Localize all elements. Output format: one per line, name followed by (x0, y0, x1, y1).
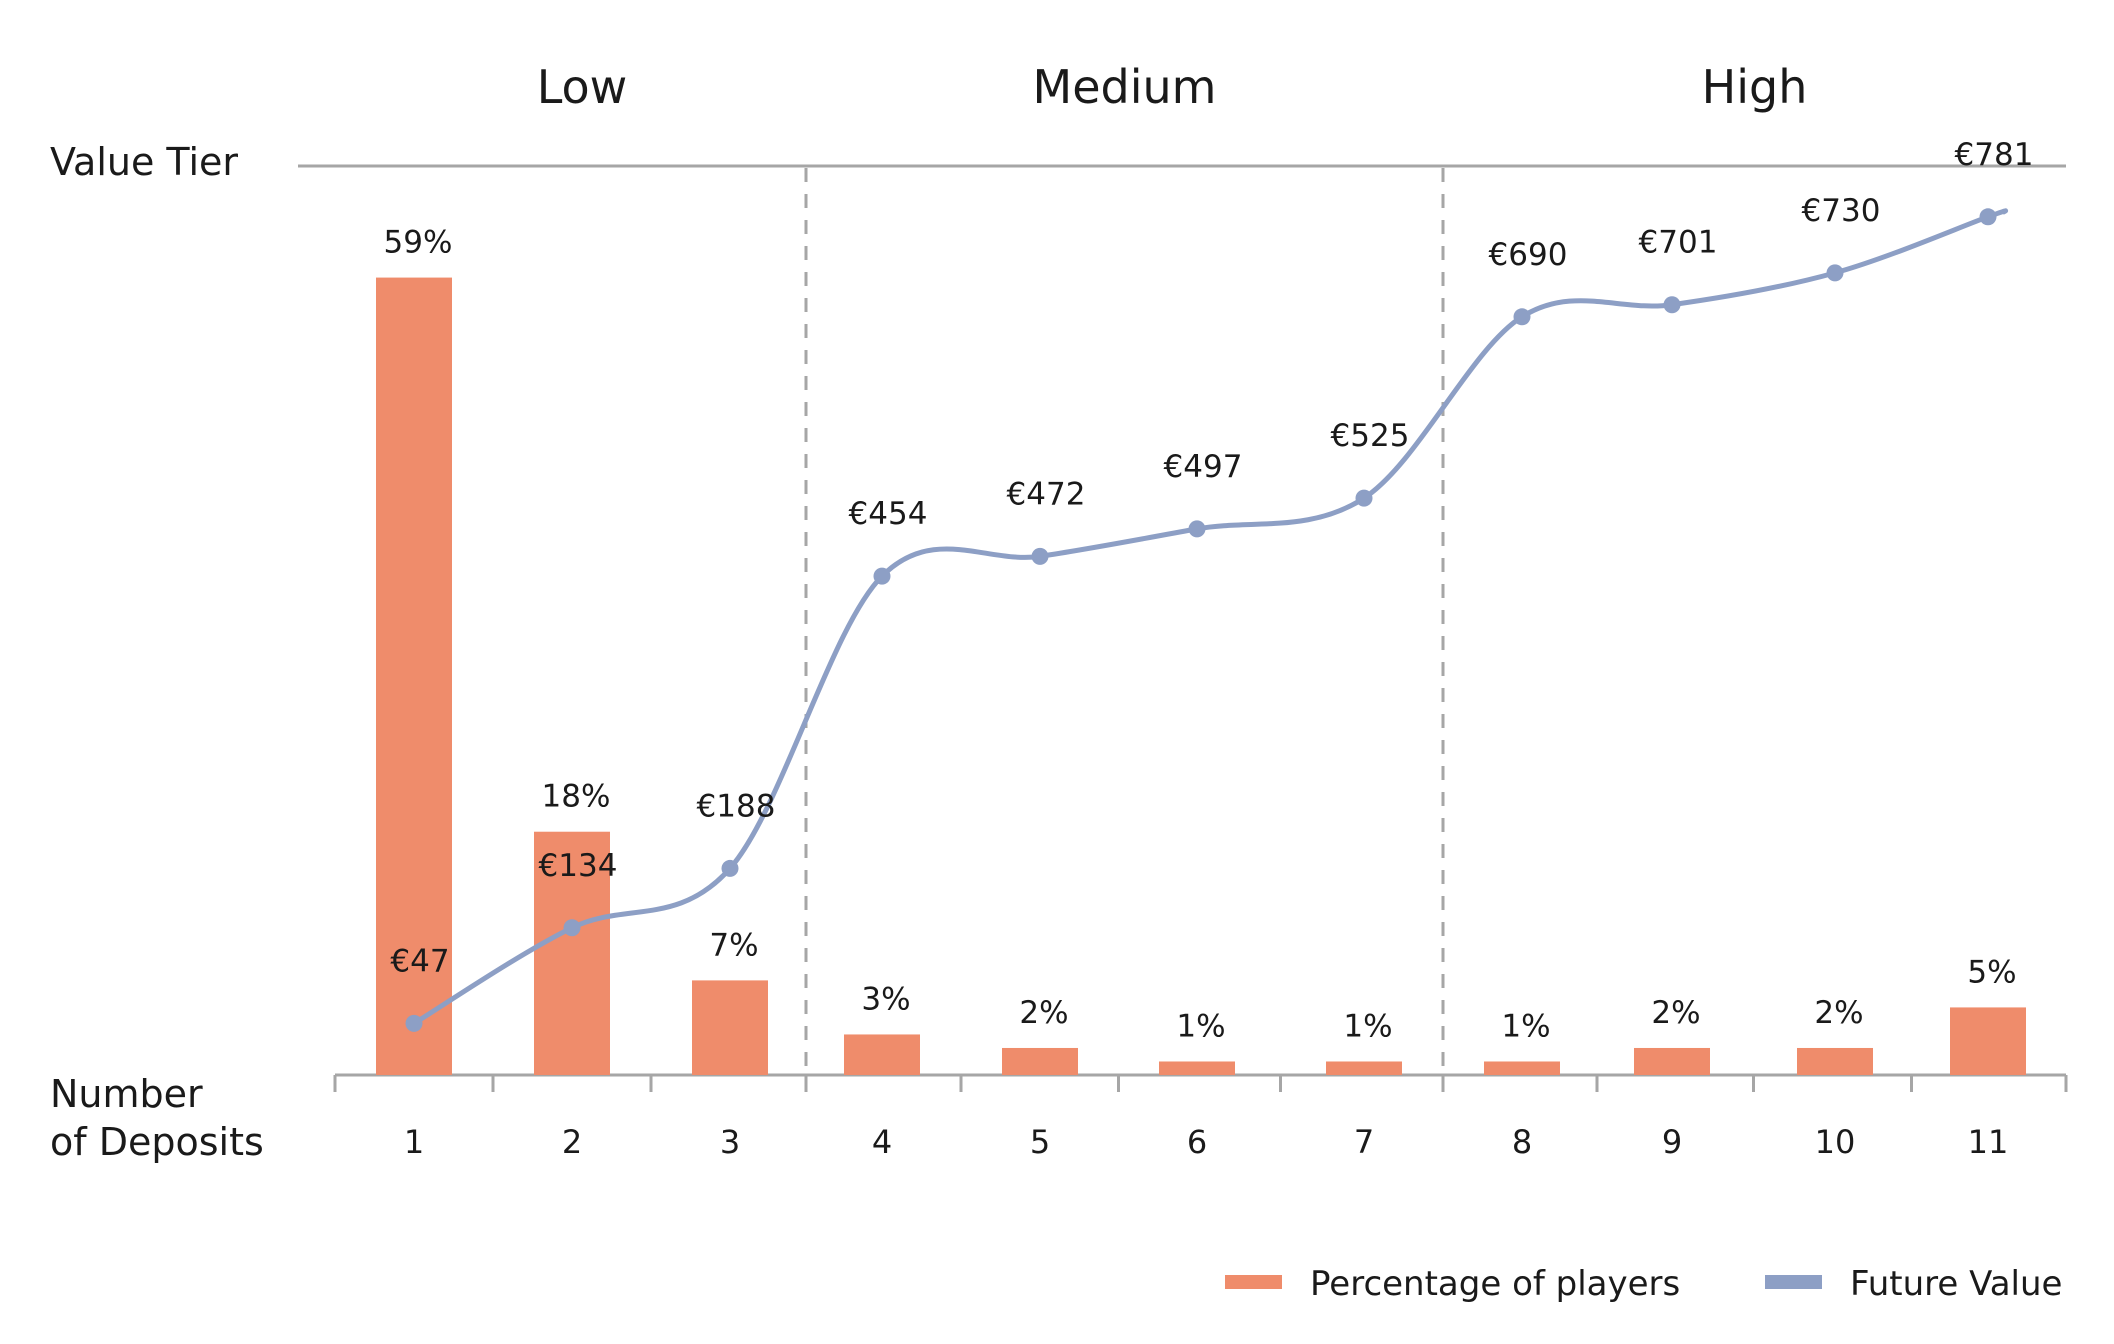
x-tick-label-6: 6 (1187, 1123, 1207, 1161)
bar-3 (692, 980, 768, 1075)
line-point-10 (1826, 264, 1844, 282)
line-label-11: €781 (1955, 137, 2034, 173)
bar-label-8: 1% (1501, 1008, 1550, 1044)
legend-label-future-value: Future Value (1850, 1264, 2062, 1304)
line-point-2 (563, 919, 581, 937)
bar-label-3: 7% (709, 927, 758, 963)
bar-label-11: 5% (1967, 954, 2016, 990)
bar-label-1: 59% (384, 225, 453, 261)
legend: Percentage of players Future Value (1225, 1264, 2062, 1304)
line-label-6: €497 (1164, 449, 1243, 485)
x-tick-label-5: 5 (1030, 1123, 1050, 1161)
x-tick-label-3: 3 (720, 1123, 740, 1161)
bar-series (376, 277, 2026, 1075)
tier-axis-label: Value Tier (50, 140, 238, 184)
line-point-11 (1979, 208, 1997, 226)
line-point-9 (1663, 296, 1681, 314)
bar-label-9: 2% (1651, 995, 1700, 1031)
x-tick-label-4: 4 (872, 1123, 892, 1161)
data-labels: 59% 18% 7% 3% 2% 1% 1% 1% 2% 2% 5% €47 €134 €188 €454 €… (384, 137, 2034, 1045)
x-tick-labels: 1 2 3 4 5 6 7 8 9 10 11 (404, 1123, 2009, 1161)
line-point-4 (873, 567, 891, 585)
bar-5 (1002, 1047, 1078, 1075)
bar-1 (376, 277, 452, 1075)
x-tick-label-9: 9 (1662, 1123, 1682, 1161)
bar-10 (1797, 1047, 1873, 1075)
x-tick-label-7: 7 (1354, 1123, 1374, 1161)
line-point-7 (1355, 489, 1373, 507)
axes-group (298, 164, 2068, 1092)
tier-label-medium: Medium (1033, 60, 1217, 114)
line-label-2: €134 (539, 848, 618, 884)
line-label-1: €47 (390, 943, 449, 979)
bar-6 (1159, 1061, 1235, 1075)
line-label-4: €454 (849, 496, 928, 532)
bar-label-10: 2% (1814, 995, 1863, 1031)
legend-label-percentage: Percentage of players (1310, 1264, 1680, 1304)
bar-4 (844, 1034, 920, 1075)
line-point-6 (1188, 520, 1206, 538)
x-tick-label-2: 2 (562, 1123, 582, 1161)
line-label-5: €472 (1007, 476, 1086, 512)
x-tick-label-11: 11 (1968, 1123, 2009, 1161)
bar-9 (1634, 1047, 1710, 1075)
line-label-9: €701 (1639, 225, 1718, 261)
line-label-10: €730 (1802, 193, 1881, 229)
legend-swatch-percentage (1225, 1275, 1282, 1289)
bar-11 (1950, 1007, 2026, 1075)
x-tick-label-1: 1 (404, 1123, 424, 1161)
bar-label-2: 18% (542, 779, 611, 815)
x-axis-label-line2: of Deposits (50, 1120, 264, 1164)
line-label-8: €690 (1489, 237, 1568, 273)
bar-label-6: 1% (1176, 1008, 1225, 1044)
line-point-1 (405, 1014, 423, 1032)
bar-2 (534, 831, 610, 1075)
tier-dividers (804, 168, 1445, 1092)
bar-8 (1484, 1061, 1560, 1075)
legend-swatch-future-value (1765, 1275, 1822, 1289)
line-label-7: €525 (1331, 418, 1410, 454)
bar-7 (1326, 1061, 1402, 1075)
x-axis-label-line1: Number (50, 1072, 203, 1116)
tier-label-high: High (1702, 60, 1808, 114)
tier-labels: Low Medium High (537, 60, 1808, 114)
bar-label-7: 1% (1343, 1008, 1392, 1044)
x-tick-label-10: 10 (1815, 1123, 1856, 1161)
line-series (405, 208, 2009, 1032)
tier-label-low: Low (537, 60, 628, 114)
line-label-3: €188 (697, 788, 776, 824)
future-value-line (411, 208, 2009, 1026)
line-point-5 (1031, 547, 1049, 565)
line-point-8 (1513, 308, 1531, 326)
x-tick-label-8: 8 (1512, 1123, 1532, 1161)
bar-label-4: 3% (861, 981, 910, 1017)
bar-label-5: 2% (1019, 995, 1068, 1031)
line-point-3 (721, 859, 739, 877)
